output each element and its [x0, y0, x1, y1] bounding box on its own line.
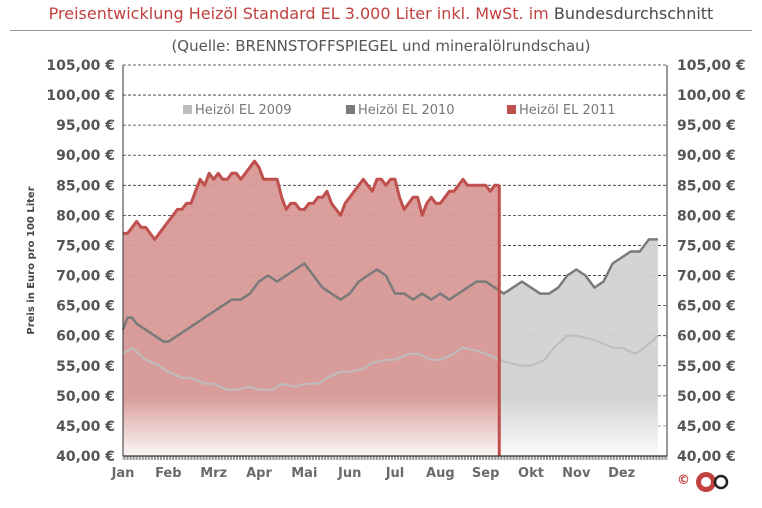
y-tick-label-left: 90,00 € [56, 148, 115, 164]
y-tick-label-left: 95,00 € [56, 118, 115, 134]
x-tick-label: Sep [472, 466, 500, 481]
legend-swatch-2 [346, 105, 355, 114]
title-main: Preisentwicklung Heizöl Standard EL 3.00… [48, 4, 549, 23]
x-tick-label: Jul [385, 466, 405, 481]
series-line-1 [122, 334, 659, 391]
y-tick-label-left: 50,00 € [56, 389, 115, 405]
y-tick-label-left: 80,00 € [56, 208, 115, 224]
x-tick-label: Mrz [200, 466, 227, 481]
y-tick-label-left: 100,00 € [46, 88, 115, 104]
y-tick-label-left: 105,00 € [46, 58, 115, 74]
x-tick-label: Feb [155, 466, 181, 481]
y-tick-label-left: 45,00 € [56, 419, 115, 435]
y-tick-labels: 40,00 € 40,00 € 45,00 € 45,00 € 50,00 € 50,00… [46, 58, 745, 465]
x-tick-label: Jan [111, 466, 135, 481]
chart-subtitle: (Quelle: BRENNSTOFFSPIEGEL und mineralöl… [171, 37, 591, 55]
y-tick-label-right: 75,00 € [677, 238, 736, 254]
y-tick-label-right: 60,00 € [677, 329, 736, 345]
series-lines [121, 159, 659, 456]
y-tick-label-right: 90,00 € [677, 148, 736, 164]
x-tick-labels: Jan Feb Mrz Apr Mai Jun Jul Aug Sep Okt Nov Dez [111, 466, 636, 481]
y-tick-label-right: 100,00 € [677, 88, 746, 104]
y-tick-label-right: 80,00 € [677, 208, 736, 224]
y-tick-label-left: 55,00 € [56, 359, 115, 375]
legend-label-3: Heizöl EL 2011 [519, 103, 616, 118]
title-region: Bundesdurchschnitt [553, 4, 714, 23]
y-tick-label-left: 75,00 € [56, 238, 115, 254]
y-tick-label-right: 85,00 € [677, 178, 736, 194]
x-tick-label: Mai [291, 466, 317, 481]
y-tick-label-right: 70,00 € [677, 269, 736, 285]
y-tick-label-right: 105,00 € [677, 58, 746, 74]
title-divider [10, 30, 752, 31]
x-tick-label: Aug [426, 466, 455, 481]
x-tick-label: Dez [608, 466, 635, 481]
y-tick-label-right: 40,00 € [677, 449, 736, 465]
legend: Heizöl EL 2009 Heizöl EL 2010 Heizöl EL 20… [183, 103, 616, 118]
brand-logo [696, 472, 729, 492]
y-tick-label-right: 95,00 € [677, 118, 736, 134]
fade-overlay [123, 323, 667, 456]
y-tick-label-right: 50,00 € [677, 389, 736, 405]
copyright-symbol: © [677, 473, 690, 488]
y-tick-label-right: 45,00 € [677, 419, 736, 435]
y-tick-label-left: 40,00 € [56, 449, 115, 465]
x-tick-label: Apr [246, 466, 272, 481]
y-tick-label-left: 65,00 € [56, 299, 115, 315]
legend-swatch-1 [183, 105, 192, 114]
y-tick-label-left: 70,00 € [56, 269, 115, 285]
series-line-2 [121, 238, 658, 343]
x-tick-label: Okt [518, 466, 544, 481]
legend-label-1: Heizöl EL 2009 [195, 103, 292, 118]
axes [122, 65, 668, 460]
x-tick-label: Nov [562, 466, 591, 481]
y-axis-label: Preis in Euro pro 100 Liter [26, 186, 37, 334]
y-tick-label-left: 60,00 € [56, 329, 115, 345]
chart-title: Preisentwicklung Heizöl Standard EL 3.00… [0, 4, 762, 23]
y-tick-label-right: 65,00 € [677, 299, 736, 315]
x-tick-label: Jun [337, 466, 361, 481]
legend-label-2: Heizöl EL 2010 [358, 103, 455, 118]
y-tick-label-right: 55,00 € [677, 359, 736, 375]
series-line-3 [123, 159, 500, 241]
y-tick-label-left: 85,00 € [56, 178, 115, 194]
legend-swatch-3 [507, 105, 516, 114]
